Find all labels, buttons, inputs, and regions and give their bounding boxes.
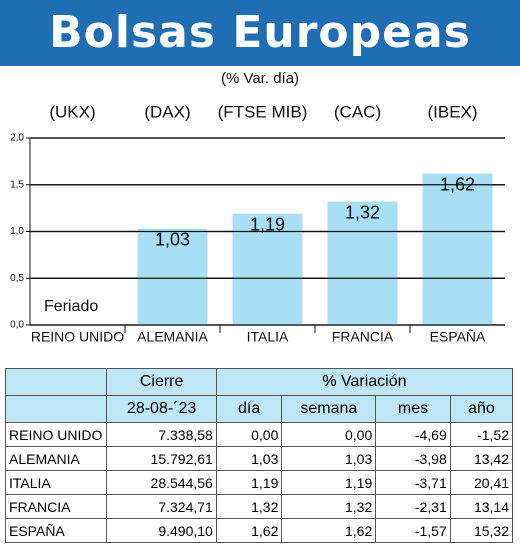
table-cell: año	[449, 395, 514, 423]
table-cell: -1,52	[449, 422, 514, 447]
table-cell: 0,00	[215, 422, 283, 447]
table-cell: 13,42	[449, 446, 514, 471]
table-row: Cierre% Variación	[4, 368, 514, 396]
table-cell: FRANCIA	[4, 494, 108, 519]
index-code: (UKX)	[49, 102, 95, 121]
value-label: 1,19	[250, 214, 285, 234]
x-tick-label: ALEMANIA	[137, 329, 208, 345]
table-cell: ITALIA	[4, 470, 108, 495]
y-tick-label: 2,0	[10, 133, 24, 144]
table-cell: ALEMANIA	[4, 446, 108, 471]
table-row: REINO UNIDO 7.338,58 0,00 0,00 -4,69 -1,52	[4, 422, 514, 447]
table-cell: REINO UNIDO	[4, 422, 108, 447]
x-tick-label: FRANCIA	[332, 329, 394, 345]
table-cell: 28.544,56	[106, 470, 217, 495]
index-code: (CAC)	[334, 102, 381, 121]
y-tick-label: 1,0	[10, 226, 24, 237]
table-cell: -3,71	[375, 470, 451, 495]
table-cell: 15.792,61	[106, 446, 217, 471]
table-cell: 1,32	[281, 494, 377, 519]
table-cell: 1,03	[281, 446, 377, 471]
x-tick-label: ESPAÑA	[430, 329, 486, 345]
y-tick-label: 1,5	[10, 179, 24, 190]
table-cell: 15,32	[449, 518, 514, 543]
table-row: ALEMANIA 15.792,61 1,03 1,03 -3,98 13,42	[4, 446, 514, 471]
data-table: Cierre% Variación 28-08-´23 día semana mes añ…	[4, 368, 514, 543]
table-cell: 1,62	[215, 518, 283, 543]
x-tick-label: REINO UNIDO	[31, 329, 124, 345]
table-cell: 1,32	[215, 494, 283, 519]
table-cell: 1,19	[281, 470, 377, 495]
chart-subtitle: (% Var. día)	[221, 70, 299, 87]
index-code: (IBEX)	[427, 102, 477, 121]
table-row: ITALIA 28.544,56 1,19 1,19 -3,71 20,41	[4, 470, 514, 495]
annotation: Feriado	[44, 298, 98, 315]
table-cell: % Variación	[215, 368, 514, 396]
table-cell: 1,19	[215, 470, 283, 495]
y-tick-label: 0,0	[10, 320, 24, 331]
table-cell: 7.324,71	[106, 494, 217, 519]
table-cell: -1,57	[375, 518, 451, 543]
bar	[422, 173, 493, 325]
index-code: (FTSE MIB)	[218, 102, 308, 121]
table-cell: 1,62	[281, 518, 377, 543]
x-tick-label: ITALIA	[247, 329, 289, 345]
bar	[137, 228, 208, 325]
table-cell	[4, 395, 108, 423]
chart: (% Var. día) 0,0 0,5 1,0 1,5 2,0 (UKX) REINO U…	[10, 70, 505, 345]
table-cell	[4, 368, 108, 396]
table-cell: ESPAÑA	[4, 518, 108, 543]
bar	[327, 201, 398, 325]
chart-title: Bolsas Europeas	[49, 7, 471, 58]
table-cell: 9.490,10	[106, 518, 217, 543]
table-cell: Cierre	[106, 368, 217, 396]
value-label: 1,32	[345, 202, 380, 222]
value-label: 1,03	[155, 229, 190, 249]
table-row: FRANCIA 7.324,71 1,32 1,32 -2,31 13,14	[4, 494, 514, 519]
table-cell: -3,98	[375, 446, 451, 471]
bar	[232, 213, 303, 325]
table-cell: -4,69	[375, 422, 451, 447]
y-tick-label: 0,5	[10, 273, 24, 284]
table-cell: 1,03	[215, 446, 283, 471]
title-banner: Bolsas Europeas	[0, 0, 520, 66]
table-cell: mes	[375, 395, 451, 423]
table-cell: semana	[281, 395, 377, 423]
table-cell: 13,14	[449, 494, 514, 519]
index-code: (DAX)	[144, 102, 190, 121]
table-cell: día	[215, 395, 283, 423]
table-cell: 7.338,58	[106, 422, 217, 447]
table-cell: 20,41	[449, 470, 514, 495]
table-cell: -2,31	[375, 494, 451, 519]
table-cell: 0,00	[281, 422, 377, 447]
table-row: ESPAÑA 9.490,10 1,62 1,62 -1,57 15,32	[4, 518, 514, 543]
table-row: 28-08-´23 día semana mes año	[4, 395, 514, 423]
table-cell: 28-08-´23	[106, 395, 217, 423]
